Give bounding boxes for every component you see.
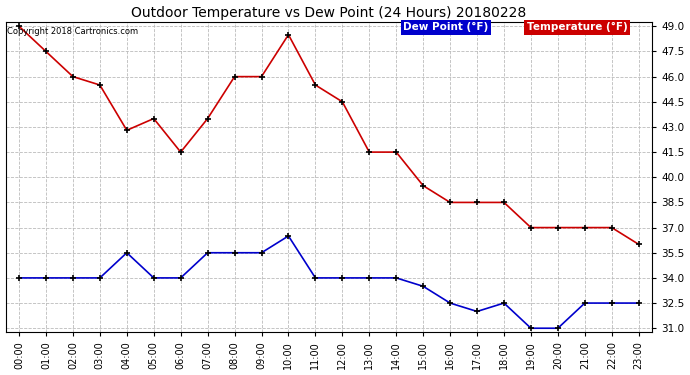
Text: Dew Point (°F): Dew Point (°F) [403, 22, 489, 32]
Text: Copyright 2018 Cartronics.com: Copyright 2018 Cartronics.com [7, 27, 138, 36]
Title: Outdoor Temperature vs Dew Point (24 Hours) 20180228: Outdoor Temperature vs Dew Point (24 Hou… [131, 6, 526, 20]
Text: Temperature (°F): Temperature (°F) [526, 22, 627, 32]
